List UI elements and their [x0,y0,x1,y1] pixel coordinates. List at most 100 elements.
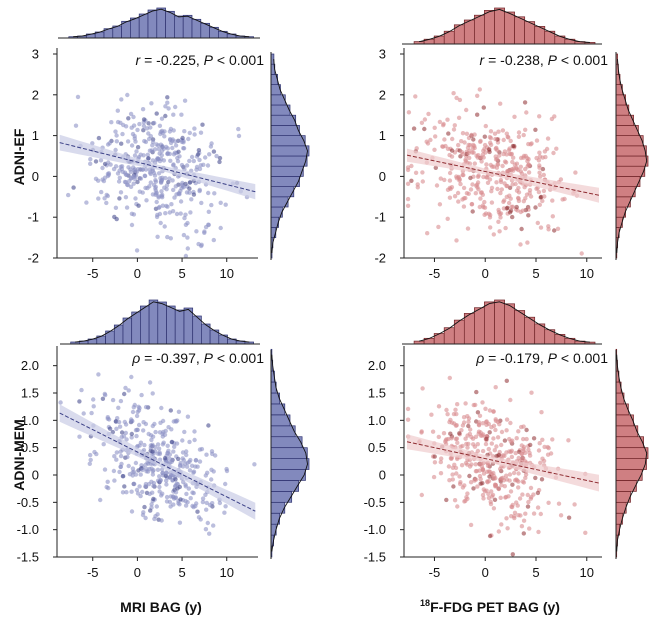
scatter-point [147,491,152,497]
scatter-point [481,155,486,160]
stats-annotation: ρ = -0.397, P < 0.001 [131,350,264,366]
scatter-point [96,372,101,377]
stat-value: = -0.225, [140,52,203,68]
scatter-point [137,189,142,194]
scatter-point [151,170,157,176]
scatter-point [203,527,209,532]
scatter-point [485,180,491,185]
scatter-point [449,185,455,190]
scatter-point [450,472,455,477]
scatter-point [461,185,467,191]
p-symbol: P [204,350,214,366]
scatter-point [533,475,538,481]
scatter-point [488,140,493,145]
top-hist-bar [474,307,485,345]
scatter-point [172,444,177,449]
scatter-point [535,220,540,226]
scatter-point [182,98,188,103]
scatter-point [461,415,467,420]
scatter-point [454,436,460,441]
scatter-point [474,389,479,395]
scatter-point [466,419,471,424]
scatter-point [475,448,481,454]
scatter-point [184,491,189,497]
scatter-point [502,484,507,489]
scatter-point [493,157,499,162]
scatter-point [183,503,189,508]
scatter-point [482,199,487,205]
top-hist-bar [147,9,158,39]
scatter-point [496,129,501,134]
p-value: < 0.001 [213,350,264,366]
scatter-point [420,179,425,184]
scatter-point [460,423,466,428]
top-hist-bar [183,307,194,345]
scatter-point [471,442,476,447]
scatter-point [204,500,209,506]
scatter-point [146,461,151,466]
scatter-point [104,484,109,490]
scatter-point [405,406,411,412]
scatter-point [214,153,219,159]
scatter-point [179,186,184,191]
scatter-point [138,493,143,499]
scatter-point [527,526,532,531]
scatter-point [194,167,199,172]
scatter-point [526,499,531,505]
top-hist-bar [165,10,175,39]
scatter-point [442,137,447,142]
scatter-point [485,463,491,468]
stats-annotation: r = -0.238, P < 0.001 [480,52,609,68]
scatter-point [81,411,86,416]
top-hist-bar [130,17,140,39]
scatter-point [117,175,123,180]
scatter-point [523,511,528,516]
scatter-point [474,468,479,474]
x-tick-label: -5 [429,266,441,281]
scatter-point [472,161,477,166]
scatter-point [504,428,509,433]
scatter-point [542,444,547,450]
scatter-point [425,231,430,236]
scatter-point [204,507,209,512]
scatter-point [426,111,431,117]
scatter-point [482,212,487,217]
scatter-point [536,158,542,163]
scatter-point [509,204,514,209]
scatter-point [166,425,171,430]
x-tick-label: 10 [580,266,594,281]
scatter-point [142,173,147,178]
scatter-point [515,195,521,201]
scatter-point [514,165,519,170]
scatter-point [157,474,162,479]
scatter-point [131,114,136,120]
scatter-point [484,162,489,167]
scatter-point [117,196,122,201]
scatter-point [160,418,166,424]
scatter-point [223,202,228,207]
scatter-point [58,400,63,405]
scatter-point [508,196,513,201]
scatter-point [148,171,153,177]
scatter-point [455,504,460,509]
scatter-point [457,97,463,103]
scatter-point [200,496,206,501]
scatter-point [143,167,149,172]
scatter-point [182,129,187,134]
scatter-point [159,189,164,194]
scatter-point [167,176,172,181]
scatter-point [129,431,134,437]
scatter-point [197,447,203,452]
scatter-point [512,510,518,515]
scatter-point [475,484,480,489]
scatter-point [157,484,162,490]
scatter-point [171,128,176,133]
side-hist-bar [270,125,300,136]
scatter-point [459,139,464,144]
scatter-point [120,490,126,495]
scatter-point [445,412,450,417]
scatter-point [482,134,487,139]
scatter-point [166,179,171,185]
scatter-point [154,142,159,147]
scatter-point [153,179,159,184]
